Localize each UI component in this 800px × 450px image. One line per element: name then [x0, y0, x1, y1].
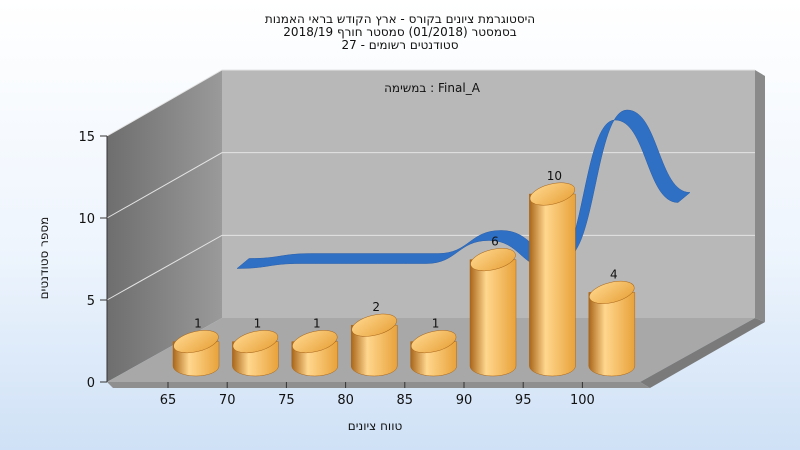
- y-tick-label: 15: [78, 130, 95, 145]
- bar-top: [529, 182, 576, 206]
- bar: 1: [410, 317, 457, 377]
- bar-top: [232, 330, 279, 354]
- bar: 2: [350, 300, 398, 377]
- bar: 10: [529, 169, 576, 377]
- x-tick-label: 65: [160, 393, 177, 408]
- bar-value-label: 1: [432, 317, 440, 331]
- bar-body: [469, 259, 517, 377]
- chart-floor-edge: [640, 318, 765, 388]
- bar: 1: [232, 317, 279, 377]
- trend-series: [236, 109, 691, 269]
- y-tick-label: 0: [87, 376, 95, 391]
- bar-value-label: 1: [313, 317, 321, 331]
- bar-top: [173, 330, 219, 354]
- trend-ribbon: [236, 109, 691, 269]
- chart-subtitle: במשימה : Final_A: [384, 81, 481, 95]
- axis-ticks: 0 5 10 15 65 70 75 80 85 90 95 100: [78, 130, 594, 408]
- y-axis-title: מספר סטודנטים: [37, 217, 51, 300]
- bar-top: [410, 330, 457, 354]
- bar: 4: [588, 267, 636, 377]
- x-tick-label: 70: [219, 393, 236, 408]
- bar-value-label: 1: [194, 317, 202, 331]
- bar-value-label: 10: [547, 169, 562, 183]
- bar: 1: [291, 317, 339, 377]
- x-tick-label: 100: [570, 393, 595, 408]
- y-tick-label: 5: [87, 294, 95, 309]
- bar-value-label: 6: [491, 235, 499, 249]
- gridline: [106, 152, 755, 219]
- chart-floor-front-edge: [107, 382, 650, 388]
- x-tick-label: 75: [278, 393, 295, 408]
- chart-right-edge: [755, 70, 765, 322]
- chart-side-wall: [107, 70, 222, 382]
- gridline: [106, 69, 755, 137]
- x-tick-label: 85: [397, 393, 414, 408]
- x-axis-title: טווח ציונים: [348, 419, 403, 433]
- bar-body: [529, 193, 576, 377]
- bar-top: [589, 280, 635, 304]
- chart-title-line-3: סטודנטים רשומים - 27: [341, 38, 458, 52]
- x-tick-label: 95: [515, 393, 532, 408]
- chart-title-line-2: בסמסטר (01/2018) סמסטר חורף 2018/19: [283, 25, 516, 39]
- bar-top: [351, 313, 397, 337]
- bar-body: [588, 292, 636, 377]
- bar-value-label: 4: [610, 267, 618, 281]
- bar-top: [470, 248, 516, 272]
- x-tick-label: 90: [456, 393, 473, 408]
- x-tick-label: 80: [337, 393, 354, 408]
- bar: 1: [172, 317, 220, 377]
- chart-title-line-1: היסטוגרמת ציונים בקורס - ארץ הקודש בראי …: [265, 12, 535, 26]
- bar-value-label: 2: [372, 300, 380, 314]
- bar-top: [292, 330, 338, 354]
- y-tick-label: 10: [78, 212, 95, 227]
- bar: 6: [469, 235, 517, 377]
- bar-value-label: 1: [254, 317, 262, 331]
- bar-body: [350, 324, 398, 377]
